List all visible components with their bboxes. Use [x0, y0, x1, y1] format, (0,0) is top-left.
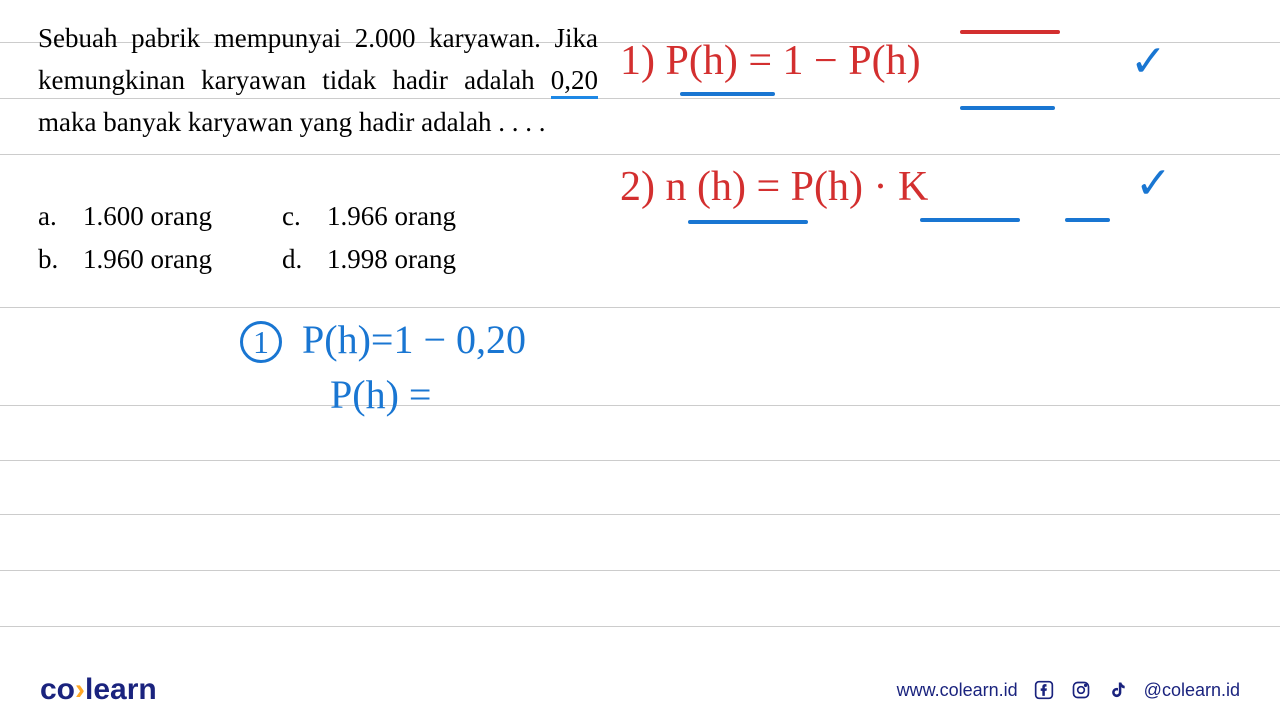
option-d: d. 1.998 orang	[282, 238, 456, 281]
checkmark-icon: ✓	[1135, 158, 1172, 209]
working-step-1: 1 P(h)=1 − 0,20	[240, 320, 526, 363]
option-letter: c.	[282, 195, 307, 238]
ruled-line	[0, 307, 1280, 308]
working-step-2: P(h) =	[330, 375, 431, 415]
ruled-line	[0, 514, 1280, 515]
option-text: 1.600 orang	[83, 195, 212, 238]
ruled-line	[0, 460, 1280, 461]
answer-options: a. 1.600 orang c. 1.966 orang b. 1.960 o…	[38, 195, 456, 281]
underline-annotation	[688, 220, 808, 224]
logo-separator: ›	[75, 673, 85, 706]
underline-annotation	[680, 92, 775, 96]
circled-number: 1	[240, 321, 282, 363]
question-line4: hadir adalah . . . .	[359, 107, 546, 137]
equation-2: 2) n (h) = P(h) · K	[620, 166, 928, 208]
option-text: 1.966 orang	[327, 195, 456, 238]
option-letter: b.	[38, 238, 63, 281]
eq1-number: 1)	[620, 38, 655, 84]
option-c: c. 1.966 orang	[282, 195, 456, 238]
question-line3b: maka banyak karyawan yang	[38, 107, 352, 137]
question-line3a: adalah	[464, 65, 551, 95]
ruled-line	[0, 626, 1280, 627]
equation-1: 1) P(h) = 1 − P(h)	[620, 40, 921, 82]
question-line1: Sebuah pabrik mempunyai 2.000 karyawan.	[38, 23, 541, 53]
footer: co›learn www.colearn.id @colearn.id	[0, 660, 1280, 720]
working2-text: P(h) =	[330, 372, 431, 417]
footer-handle: @colearn.id	[1144, 680, 1240, 701]
working1-text: P(h)=1 − 0,20	[292, 317, 526, 362]
option-b: b. 1.960 orang	[38, 238, 212, 281]
option-letter: a.	[38, 195, 63, 238]
underlined-value: 0,20	[551, 65, 598, 99]
eq2-number: 2)	[620, 164, 655, 210]
tiktok-icon	[1107, 679, 1129, 701]
logo-learn: learn	[85, 673, 157, 706]
underline-annotation	[1065, 218, 1110, 222]
complement-bar	[960, 30, 1060, 34]
logo-co: co	[40, 673, 75, 706]
eq2-body: n (h) = P(h) · K	[655, 164, 928, 210]
facebook-icon	[1033, 679, 1055, 701]
eq1-body: P(h) = 1 −	[655, 38, 848, 84]
footer-right: www.colearn.id @colearn.id	[897, 679, 1240, 701]
underline-annotation	[920, 218, 1020, 222]
footer-url: www.colearn.id	[897, 680, 1018, 701]
option-text: 1.960 orang	[83, 238, 212, 281]
option-text: 1.998 orang	[327, 238, 456, 281]
option-a: a. 1.600 orang	[38, 195, 212, 238]
instagram-icon	[1070, 679, 1092, 701]
ruled-line	[0, 570, 1280, 571]
ruled-line	[0, 405, 1280, 406]
option-letter: d.	[282, 238, 307, 281]
checkmark-icon: ✓	[1130, 36, 1167, 87]
ruled-line	[0, 154, 1280, 155]
question-text: Sebuah pabrik mempunyai 2.000 karyawan. …	[38, 18, 598, 144]
colearn-logo: co›learn	[40, 673, 157, 707]
underline-annotation	[960, 106, 1055, 110]
eq1-pch: P(h)	[848, 38, 920, 84]
